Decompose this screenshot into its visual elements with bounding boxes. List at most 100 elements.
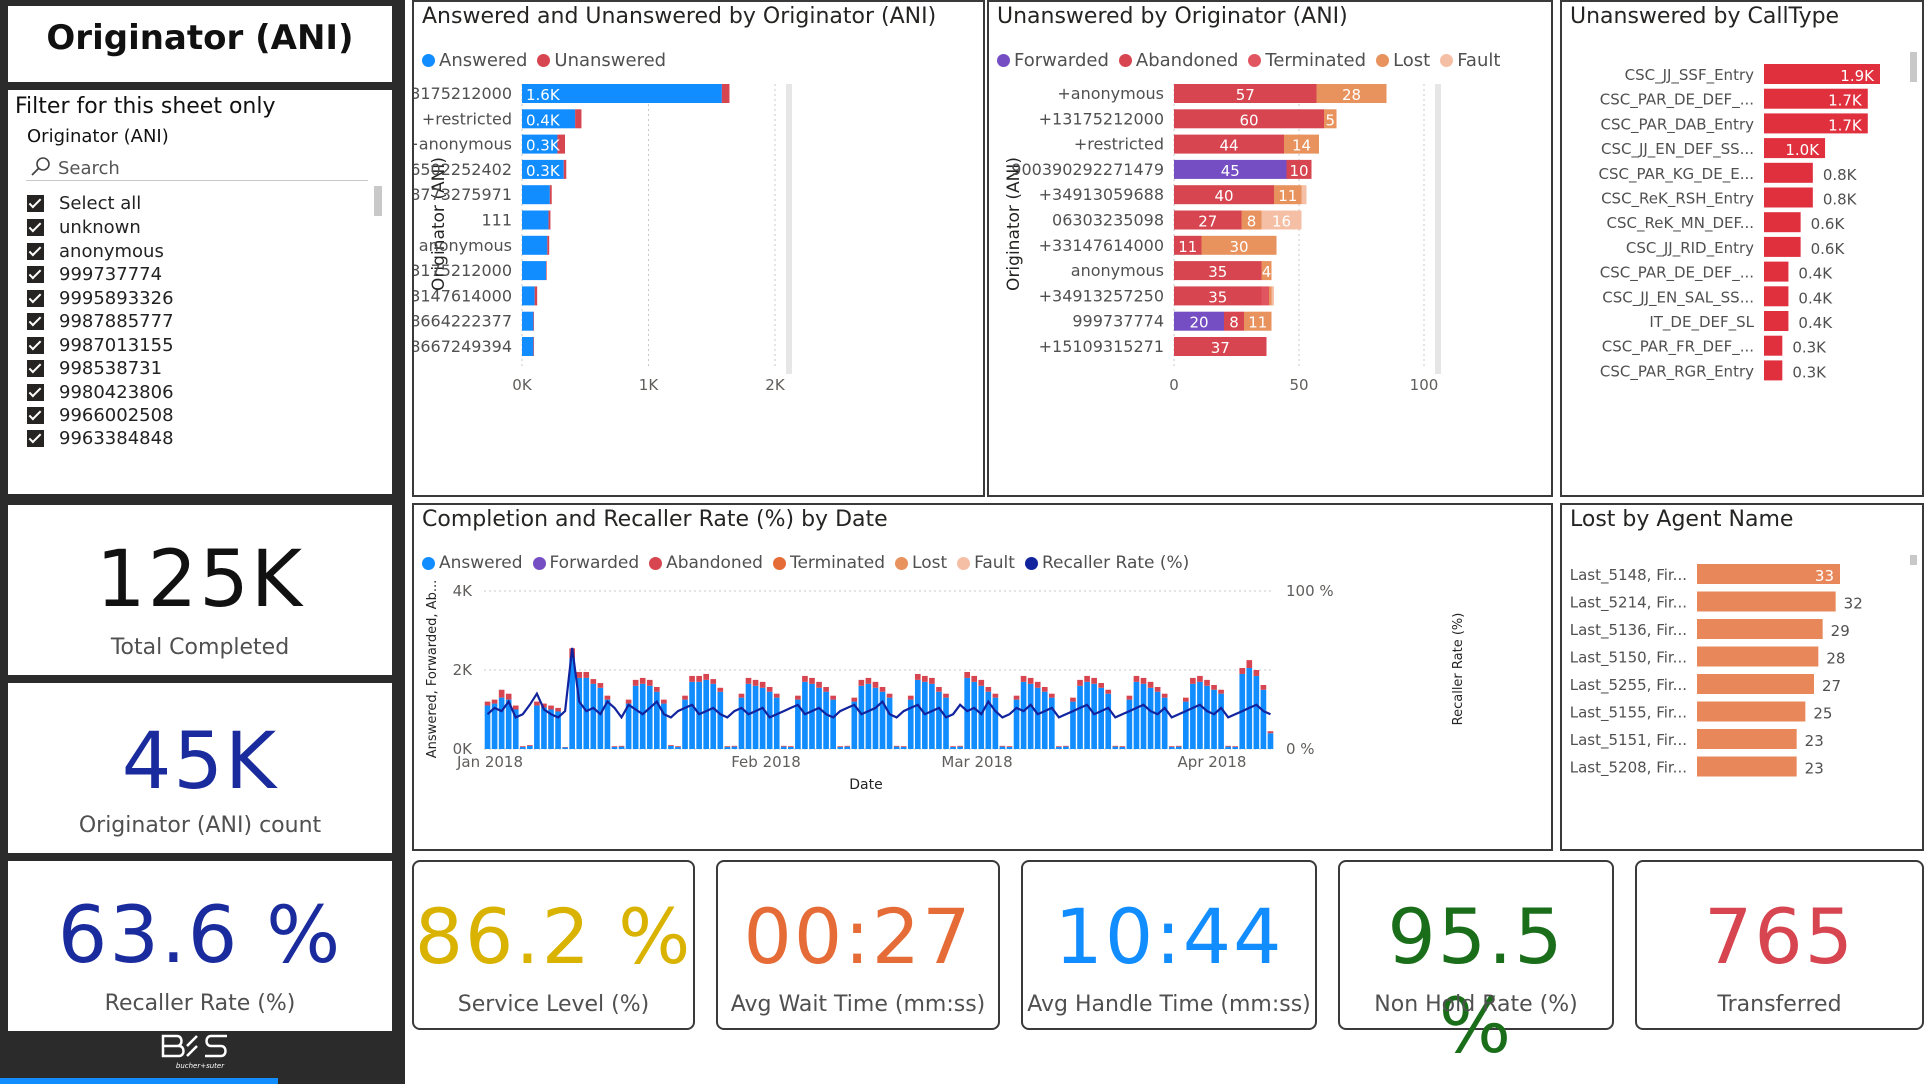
- bar-answered: [1225, 746, 1231, 749]
- data-label: 4: [1262, 263, 1272, 281]
- y-tick-label: CSC_ReK_RSH_Entry: [1601, 190, 1754, 209]
- bar-unanswered: [534, 701, 540, 706]
- checkbox-icon[interactable]: [27, 194, 44, 212]
- bar-unanswered: [929, 677, 935, 684]
- bar-answered: [689, 681, 695, 749]
- slicer-item[interactable]: 9966002508: [27, 402, 174, 428]
- data-label: 0.6K: [1811, 215, 1846, 233]
- legend-item[interactable]: Terminated: [1248, 50, 1366, 71]
- panel-unanswered-ani: Unanswered by Originator (ANI) Forwarded…: [987, 0, 1553, 497]
- y-tick-label: +18664222377: [414, 312, 512, 331]
- legend-item[interactable]: Forwarded: [997, 50, 1109, 71]
- bar-answered: [682, 699, 688, 749]
- checkbox-icon[interactable]: [27, 406, 44, 424]
- legend-item[interactable]: Abandoned: [1118, 50, 1238, 71]
- bar-calltype: [1764, 261, 1789, 282]
- legend-label: Answered: [439, 553, 523, 573]
- bar-unanswered: [1098, 683, 1105, 688]
- slicer-scrollbar[interactable]: [374, 186, 382, 216]
- y-tick-label: +33147614000: [1039, 236, 1164, 255]
- search-input[interactable]: Search: [26, 154, 368, 181]
- data-label: 1.7K: [1828, 116, 1863, 134]
- data-label: 30: [1229, 238, 1248, 256]
- slicer-item[interactable]: 9980423806: [27, 379, 174, 405]
- legend-item[interactable]: Lost: [1376, 50, 1430, 71]
- bar-answered: [590, 683, 597, 749]
- bar-answered: [1126, 699, 1133, 749]
- bar-answered: [541, 707, 547, 749]
- bar-lost: [1697, 564, 1840, 584]
- slicer-item[interactable]: unknown: [27, 214, 141, 240]
- checkbox-icon[interactable]: [27, 359, 44, 377]
- bar-fault: [1271, 286, 1274, 306]
- y-tick-label: CSC_PAR_KG_DE_E...: [1598, 165, 1754, 184]
- slicer: Filter for this sheet only Originator (A…: [8, 90, 392, 494]
- checkbox-icon[interactable]: [27, 429, 44, 447]
- checkbox-icon[interactable]: [27, 265, 44, 283]
- checkbox-icon[interactable]: [27, 218, 44, 236]
- bar-answered: [1197, 681, 1203, 749]
- data-label: 8: [1247, 213, 1257, 231]
- y2-tick-label: 0 %: [1286, 740, 1315, 758]
- slicer-item[interactable]: Select all: [27, 190, 141, 216]
- bar-answered: [625, 703, 632, 749]
- bar-unanswered: [957, 745, 963, 747]
- bar-answered: [816, 687, 822, 749]
- bar-unanswered: [1267, 731, 1274, 734]
- bar-unanswered: [936, 686, 942, 692]
- y-tick-label: CSC_PAR_DAB_Entry: [1601, 115, 1755, 134]
- data-label: 57: [1236, 86, 1255, 104]
- slicer-item[interactable]: anonymous: [27, 238, 164, 264]
- legend-dot: [1248, 54, 1262, 67]
- bar-answered: [1063, 746, 1069, 749]
- checkbox-icon[interactable]: [27, 336, 44, 354]
- legend-item[interactable]: Forwarded: [532, 553, 639, 573]
- bar-unanswered: [611, 746, 618, 748]
- slicer-item[interactable]: 9963384848: [27, 425, 174, 451]
- legend-item[interactable]: Lost: [895, 553, 947, 573]
- slicer-item[interactable]: 999737774: [27, 261, 162, 287]
- legend-item[interactable]: Terminated: [772, 553, 885, 573]
- checkbox-icon[interactable]: [27, 289, 44, 307]
- bar-unanswered: [505, 693, 512, 700]
- checkbox-icon[interactable]: [27, 383, 44, 401]
- bar-answered: [1034, 687, 1041, 749]
- bar-unanswered: [865, 677, 872, 684]
- checkbox-icon[interactable]: [27, 242, 44, 260]
- legend-item[interactable]: Answered: [422, 553, 523, 573]
- legend-dot: [422, 556, 435, 570]
- bar-answered: [872, 687, 879, 749]
- scrollbar-thumb: [1910, 52, 1917, 82]
- bar-answered: [522, 261, 547, 281]
- bar-answered: [696, 681, 702, 749]
- kpi-label: Total Completed: [110, 635, 290, 660]
- bar-unanswered: [900, 746, 907, 748]
- bar-unanswered: [646, 679, 653, 686]
- bar-abandoned: [1174, 337, 1267, 356]
- legend-label: Answered: [439, 50, 528, 71]
- slicer-item[interactable]: 998538731: [27, 355, 162, 381]
- legend-item[interactable]: Unanswered: [537, 50, 666, 71]
- slicer-item[interactable]: 9987013155: [27, 332, 174, 358]
- checkbox-icon[interactable]: [27, 312, 44, 330]
- slicer-item[interactable]: 9987885777: [27, 308, 174, 334]
- bar-answered: [1161, 697, 1168, 749]
- bar-answered: [1091, 683, 1097, 749]
- bar-unanswered: [1168, 746, 1175, 748]
- y2-axis-label: Recaller Rate (%): [1451, 613, 1466, 726]
- bar-lost: [1697, 674, 1814, 694]
- legend-item[interactable]: Abandoned: [649, 553, 763, 573]
- bar-answered: [569, 658, 575, 749]
- kpi-value: 00:27: [743, 892, 973, 981]
- bar-unanswered: [563, 159, 567, 179]
- bar-unanswered: [724, 746, 731, 748]
- data-label: 5: [1325, 111, 1335, 129]
- slicer-item[interactable]: 9995893326: [27, 285, 174, 311]
- bar-unanswered: [696, 675, 702, 682]
- legend-item[interactable]: Fault: [1440, 50, 1500, 71]
- legend-item[interactable]: Fault: [957, 553, 1015, 573]
- bar-unanswered: [914, 673, 921, 680]
- legend-item[interactable]: Answered: [422, 50, 527, 71]
- legend-item[interactable]: Recaller Rate (%): [1024, 553, 1189, 573]
- data-label: 20: [1189, 314, 1208, 332]
